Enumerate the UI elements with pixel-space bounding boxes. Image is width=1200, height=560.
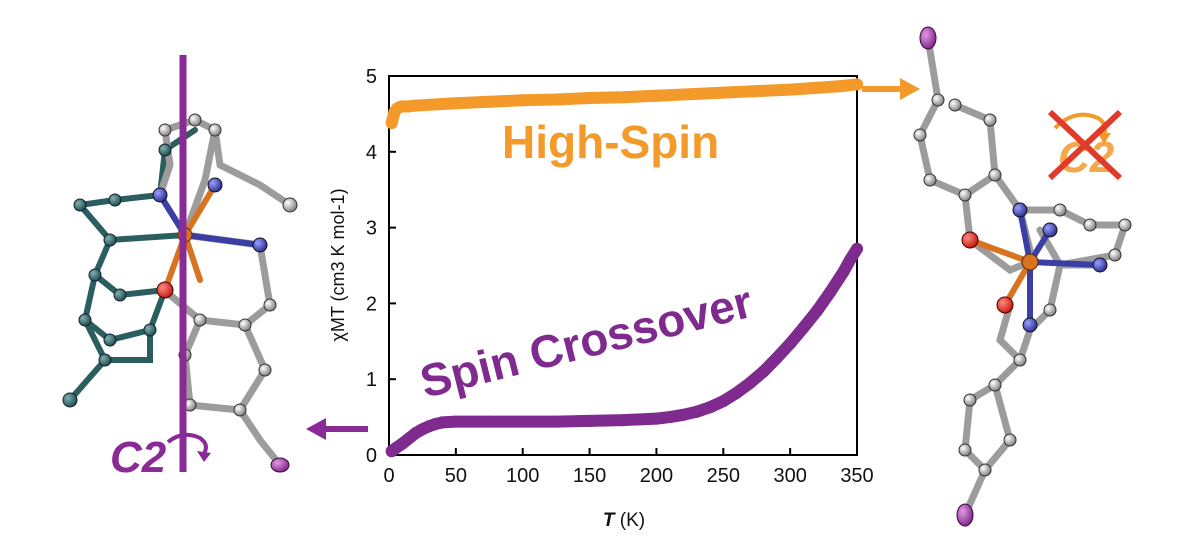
x-tick-label: 150 xyxy=(573,465,606,487)
spin-crossover-data-point xyxy=(810,304,823,317)
high-spin-data-point xyxy=(483,95,496,108)
high-spin-data-point xyxy=(550,93,563,106)
spin-crossover-data-point xyxy=(757,365,770,378)
spin-crossover-data-point xyxy=(677,408,690,421)
spin-crossover-data-point xyxy=(449,415,462,428)
right-pointer-arrow xyxy=(862,78,920,100)
spin-crossover-data-point xyxy=(663,411,676,424)
spin-crossover-data-point xyxy=(516,415,529,428)
spin-crossover-data-point xyxy=(617,414,629,427)
x-axis-ticks: 0 50 100 150 200 250 300 350 xyxy=(383,448,874,487)
high-spin-data-point xyxy=(717,86,730,99)
high-spin-data-point xyxy=(516,94,529,107)
y-tick-label: 5 xyxy=(366,66,377,88)
y-tick-label: 2 xyxy=(366,293,377,315)
spin-crossover-data-point xyxy=(837,265,850,278)
left-c2-label: C2 xyxy=(110,433,167,482)
y-tick-label: 0 xyxy=(366,445,377,467)
high-spin-data-point xyxy=(851,78,863,91)
y-axis-label: χMT (cm3 K mol-1) xyxy=(328,188,348,341)
plot-frame xyxy=(388,75,858,456)
high-spin-data-point xyxy=(617,91,629,104)
spin-crossover-data-point xyxy=(851,242,863,255)
x-tick-label: 350 xyxy=(840,465,873,487)
right-atoms xyxy=(913,26,1132,527)
high-spin-data-point xyxy=(436,98,449,111)
spin-crossover-data-point xyxy=(703,401,716,414)
spin-crossover-data-point xyxy=(550,415,563,428)
x-tick-label: 300 xyxy=(773,465,806,487)
spin-crossover-data-point xyxy=(797,321,810,334)
high-spin-data-point xyxy=(750,85,763,98)
high-spin-data-point xyxy=(385,116,398,129)
spin-crossover-data-point xyxy=(730,386,743,399)
high-spin-data-point xyxy=(449,97,462,110)
right-molecule-structure: C2 xyxy=(913,26,1132,527)
spin-crossover-data-point xyxy=(650,412,663,425)
spin-crossover-data-point xyxy=(690,405,703,418)
x-tick-label: 0 xyxy=(383,465,394,487)
left-molecule-structure: C2 xyxy=(62,55,298,482)
x-tick-label: 100 xyxy=(506,465,539,487)
chi-t-chart: 0 50 100 150 200 250 300 350 0 1 2 3 4 5 High-Spin S… xyxy=(328,66,874,531)
right-no-c2-symbol: C2 xyxy=(1047,109,1123,182)
high-spin-data-point xyxy=(683,88,696,101)
left-rotation-arrowhead xyxy=(197,451,211,462)
left-rotation-arrow xyxy=(166,432,208,457)
x-tick-label: 50 xyxy=(445,465,467,487)
x-axis-label: T (K) xyxy=(603,510,645,531)
spin-crossover-data-point xyxy=(483,415,496,428)
high-spin-data-point xyxy=(837,79,850,92)
high-spin-data-point xyxy=(784,83,797,96)
spin-crossover-data-point xyxy=(844,253,857,266)
spin-crossover-data-point xyxy=(784,337,797,350)
high-spin-data-point xyxy=(817,81,830,94)
left-pointer-arrow xyxy=(306,418,368,440)
data-series-layer xyxy=(385,78,863,458)
spin-crossover-data-point xyxy=(770,351,783,364)
high-spin-data-point xyxy=(423,98,436,111)
spin-crossover-data-point xyxy=(436,416,449,429)
y-tick-label: 4 xyxy=(366,142,377,164)
spin-crossover-data-point xyxy=(744,376,757,389)
y-tick-label: 1 xyxy=(366,369,377,391)
high-spin-data-point xyxy=(650,89,663,102)
spin-crossover-data-point xyxy=(717,395,730,408)
high-spin-data-point xyxy=(583,91,596,104)
y-axis-ticks: 0 1 2 3 4 5 xyxy=(366,66,396,467)
x-tick-label: 250 xyxy=(707,465,740,487)
x-tick-label: 200 xyxy=(640,465,673,487)
spin-crossover-data-point xyxy=(824,286,837,299)
high-spin-label: High-Spin xyxy=(502,116,719,168)
high-spin-data-point xyxy=(409,99,422,112)
y-tick-label: 3 xyxy=(366,218,377,240)
spin-crossover-data-point xyxy=(583,414,596,427)
spin-crossover-label: Spin Crossover xyxy=(415,275,758,408)
